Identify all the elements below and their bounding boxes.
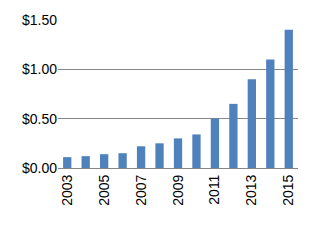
svg-text:2009: 2009	[170, 174, 186, 205]
svg-text:$0.00: $0.00	[22, 160, 57, 176]
svg-text:2007: 2007	[133, 174, 149, 205]
svg-text:2015: 2015	[280, 174, 296, 205]
svg-text:2013: 2013	[243, 174, 259, 205]
svg-text:2003: 2003	[59, 174, 75, 205]
svg-text:$1.50: $1.50	[22, 12, 57, 28]
svg-text:$0.50: $0.50	[22, 111, 57, 127]
svg-text:2011: 2011	[206, 174, 222, 204]
svg-text:2005: 2005	[96, 174, 112, 205]
svg-text:$1.00: $1.00	[22, 61, 57, 77]
